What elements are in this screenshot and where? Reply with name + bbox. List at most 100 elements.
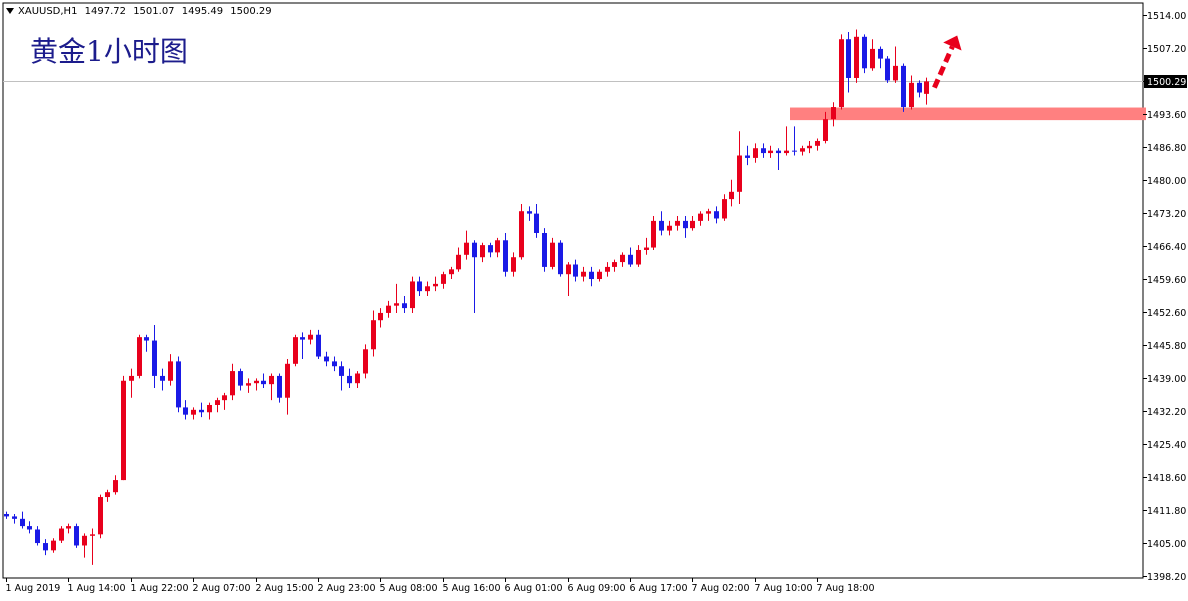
candle (768, 145, 773, 158)
y-tick-label: 1493.60 (1147, 110, 1186, 121)
candle-body (683, 220, 688, 229)
candle-body (207, 404, 212, 413)
candle (628, 247, 633, 267)
x-tick-label: 5 Aug 08:00 (380, 583, 438, 594)
candle (183, 400, 188, 420)
candle (683, 216, 688, 238)
candle (355, 371, 360, 389)
candle (878, 46, 883, 69)
candle (862, 34, 867, 74)
candle (472, 240, 477, 313)
candle (417, 276, 422, 296)
candle-body (667, 225, 672, 231)
candle-body (269, 375, 274, 385)
candle-body (308, 334, 313, 340)
candle (776, 148, 781, 171)
candle (823, 111, 828, 144)
candle-body (924, 81, 929, 94)
candle-body (137, 337, 142, 376)
candle-body (784, 150, 789, 154)
candle-body (105, 492, 110, 498)
candle-body (82, 535, 87, 546)
candle-body (776, 150, 781, 154)
up-arrow-icon (943, 35, 962, 51)
candle-body (885, 58, 890, 81)
candle-body (605, 266, 610, 272)
candle (924, 77, 929, 105)
candle (792, 126, 797, 156)
candle (293, 334, 298, 367)
candle-body (4, 513, 9, 517)
candle-body (121, 380, 126, 481)
candle (371, 310, 376, 357)
chart-header: XAUUSD,H1 1497.72 1501.07 1495.49 1500.2… (6, 6, 276, 17)
candle (20, 511, 25, 529)
candle (207, 402, 212, 420)
candle (105, 489, 110, 502)
y-tick-label: 1418.60 (1147, 473, 1186, 484)
x-tick-label: 2 Aug 23:00 (318, 583, 376, 594)
candle-body (581, 271, 586, 277)
candle (433, 276, 438, 292)
candle-body (254, 380, 259, 384)
candle-body (441, 274, 446, 284)
candle-body (511, 257, 516, 272)
candle (870, 39, 875, 71)
candle-body (659, 220, 664, 231)
candle-body (636, 249, 641, 265)
candle-body (690, 220, 695, 229)
candle (698, 211, 703, 226)
y-tick-label: 1411.80 (1147, 506, 1186, 517)
current-price-label: 1500.29 (1147, 77, 1186, 88)
candle-body (620, 254, 625, 263)
x-tick-label: 7 Aug 02:00 (692, 583, 750, 594)
candle-body (277, 375, 282, 398)
candle (558, 240, 563, 277)
candle (160, 368, 165, 391)
candle (917, 80, 922, 98)
current-price-marker (1144, 75, 1187, 88)
candle (761, 143, 766, 158)
candle-body (27, 526, 32, 530)
y-tick-label: 1432.20 (1147, 407, 1186, 418)
candle-body (168, 361, 173, 381)
candle (378, 308, 383, 328)
candle-body (753, 148, 758, 158)
candle-body (371, 320, 376, 350)
y-tick-label: 1405.00 (1147, 539, 1186, 550)
plot-frame (2, 2, 1144, 579)
y-tick-label: 1507.20 (1147, 44, 1186, 55)
candle (464, 230, 469, 260)
candle-body (246, 383, 251, 386)
candle (386, 300, 391, 318)
candle (893, 46, 898, 83)
candle-body (449, 269, 454, 275)
y-tick-label: 1459.60 (1147, 275, 1186, 286)
candle-body (316, 334, 321, 357)
candle (43, 539, 48, 556)
candle (714, 206, 719, 224)
candle-body (878, 48, 883, 59)
price-axis[interactable]: 1514.00 1507.20 1500.29 1493.60 1486.80 1480.… (1143, 11, 1187, 583)
y-tick-label: 1452.60 (1147, 308, 1186, 319)
candle (199, 402, 204, 418)
symbol-label: XAUUSD,H1 (18, 6, 78, 17)
dropdown-triangle-icon[interactable] (6, 8, 14, 14)
y-tick-label: 1514.00 (1147, 11, 1186, 22)
candle (901, 63, 906, 112)
candle-body (589, 271, 594, 280)
candle-body (144, 337, 149, 341)
candle-body (706, 211, 711, 214)
high-value: 1501.07 (133, 6, 175, 17)
candle (168, 354, 173, 386)
candle-body (215, 400, 220, 405)
candle-body (222, 395, 227, 401)
candle-body (230, 371, 235, 396)
candle-body (35, 529, 40, 544)
chart-title: 黄金1小时图 (30, 35, 188, 68)
candle-body (238, 371, 243, 386)
candle-body (503, 240, 508, 272)
candle-body (495, 240, 500, 253)
time-axis[interactable]: 1 Aug 2019 1 Aug 14:00 1 Aug 22:00 2 Aug 07… (6, 578, 875, 594)
